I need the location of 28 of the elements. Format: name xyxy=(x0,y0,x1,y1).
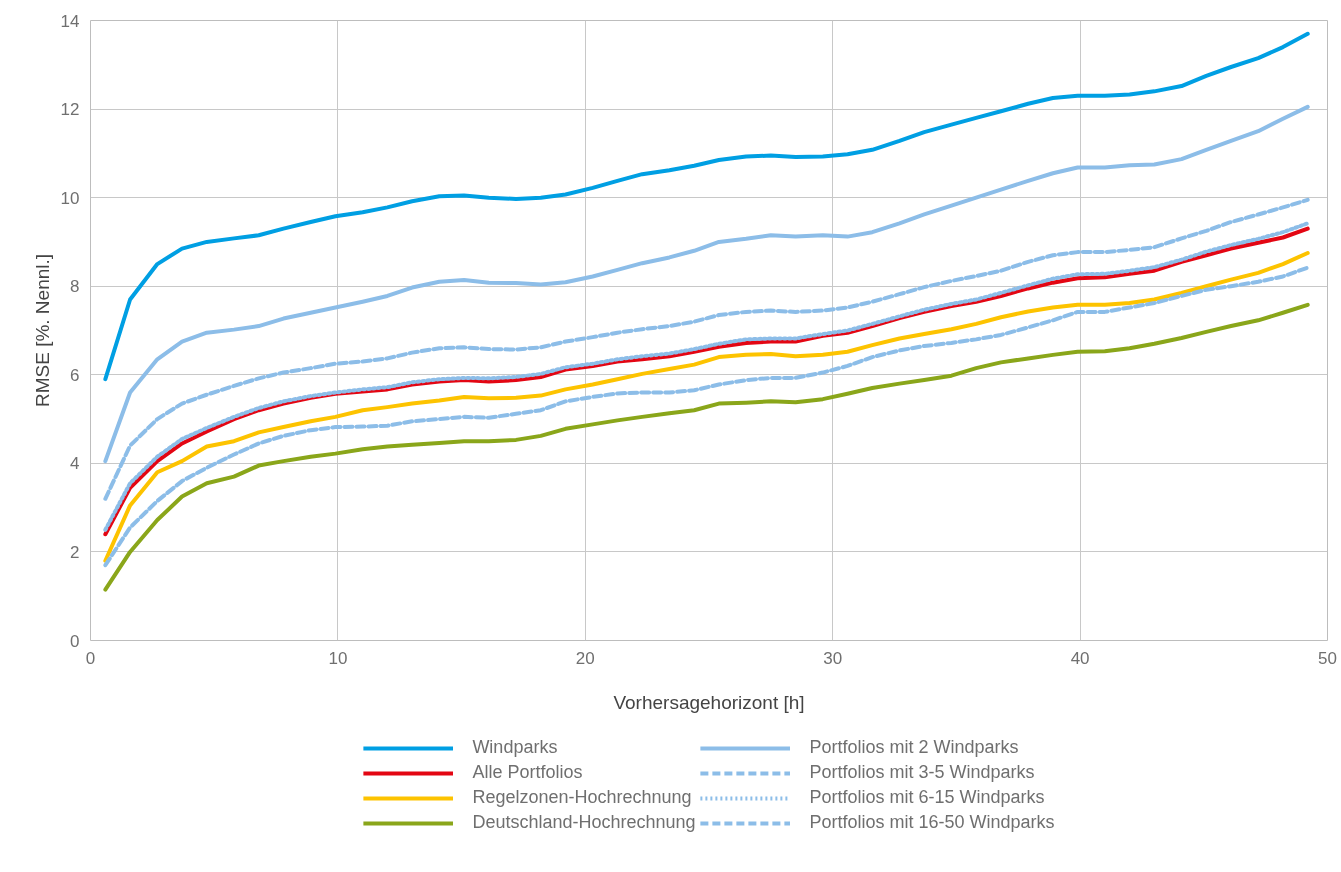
y-tick-label: 0 xyxy=(70,631,80,651)
x-tick-label: 20 xyxy=(575,648,595,668)
line-series xyxy=(103,31,1310,382)
x-tick-label: 0 xyxy=(85,648,96,668)
legend-label: Portfolios mit 6-15 Windparks xyxy=(809,787,1045,808)
y-tick-label: 6 xyxy=(70,365,80,385)
legend-label: Windparks xyxy=(472,737,558,758)
line-series xyxy=(103,104,1310,464)
x-tick-label: 50 xyxy=(1318,648,1337,668)
legend-label: Deutschland-Hochrechnung xyxy=(472,812,696,833)
y-tick-label: 10 xyxy=(60,188,80,208)
line-series xyxy=(103,302,1310,592)
y-tick-label: 2 xyxy=(70,542,80,562)
legend-label: Regelzonen-Hochrechnung xyxy=(472,787,692,808)
y-tick-label: 14 xyxy=(60,11,80,31)
x-tick-label: 10 xyxy=(328,648,348,668)
x-tick-label: 40 xyxy=(1070,648,1090,668)
y-tick-label: 8 xyxy=(70,277,80,297)
x-tick-label: 30 xyxy=(823,648,843,668)
legend-label: Portfolios mit 3-5 Windparks xyxy=(809,762,1035,783)
line-series xyxy=(103,197,1310,501)
y-tick-label: 4 xyxy=(70,454,80,474)
y-axis-title: RMSE [%. Nennl.] xyxy=(31,253,53,408)
legend-label: Portfolios mit 16-50 Windparks xyxy=(809,812,1055,833)
x-axis-title: Vorhersagehorizont [h] xyxy=(613,691,805,713)
legend-label: Alle Portfolios xyxy=(472,762,583,783)
y-tick-label: 12 xyxy=(60,100,80,120)
legend-label: Portfolios mit 2 Windparks xyxy=(809,737,1019,758)
